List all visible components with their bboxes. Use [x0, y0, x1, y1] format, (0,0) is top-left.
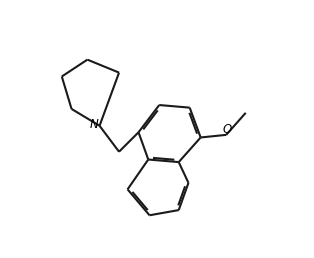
Text: O: O — [222, 123, 232, 136]
Text: N: N — [89, 118, 98, 131]
